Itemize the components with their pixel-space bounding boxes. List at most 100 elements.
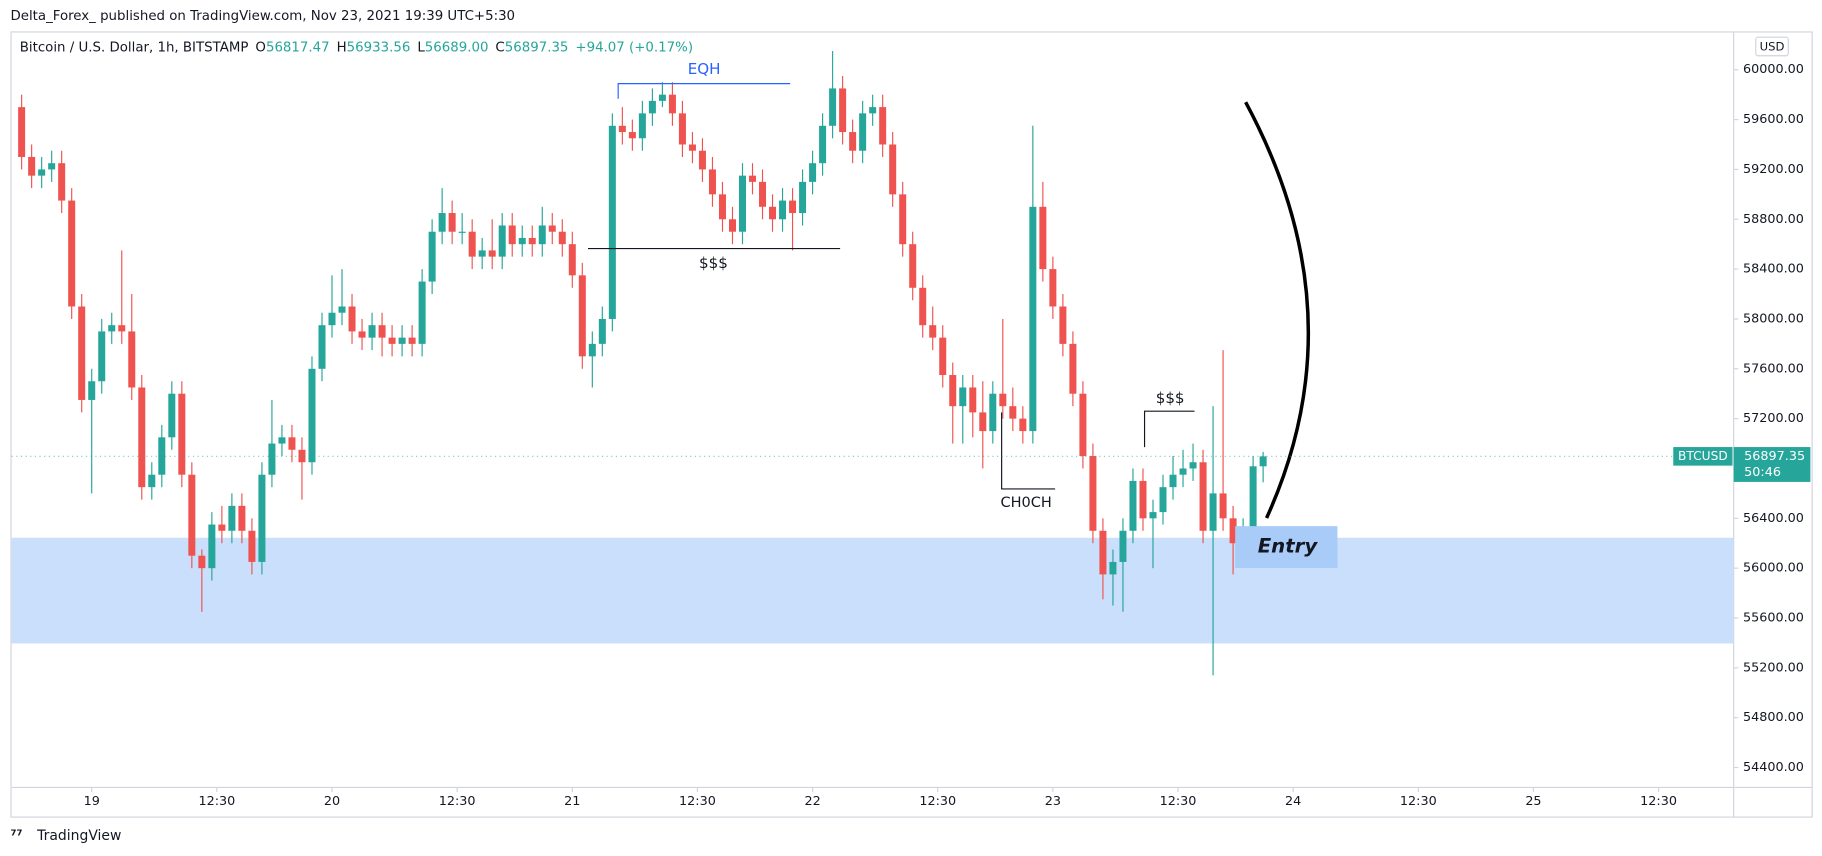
eqh-line bbox=[617, 83, 791, 99]
body bbox=[18, 107, 26, 157]
symbol-tag-label: BTCUSD bbox=[1678, 449, 1728, 463]
body bbox=[678, 113, 686, 145]
axes: 54400.00 54800.00 55200.00 55600.00 56000.00… bbox=[11, 62, 1811, 809]
price-tag-label: 56897.35 bbox=[1744, 449, 1805, 464]
body bbox=[528, 237, 536, 245]
l-label: L bbox=[417, 41, 425, 56]
body bbox=[498, 225, 506, 257]
body bbox=[628, 132, 636, 139]
choch-line bbox=[1001, 412, 1056, 490]
x-tick-label: 12:30 bbox=[1160, 794, 1197, 809]
body bbox=[899, 194, 907, 245]
body bbox=[298, 449, 306, 463]
body bbox=[448, 213, 456, 232]
body bbox=[1029, 206, 1037, 432]
symbol-tag bbox=[1673, 447, 1733, 466]
body bbox=[408, 337, 416, 344]
body bbox=[368, 325, 376, 338]
y-tick-label: 60000.00 bbox=[1743, 62, 1804, 77]
body bbox=[1089, 456, 1097, 531]
x-tick-label: 19 bbox=[84, 794, 100, 809]
eqh-label: EQH bbox=[688, 60, 721, 78]
y-tick-label: 56400.00 bbox=[1743, 511, 1804, 526]
entry-label: Entry bbox=[1258, 535, 1319, 558]
o-value: 56817.47 bbox=[266, 41, 330, 56]
body bbox=[769, 206, 777, 220]
body bbox=[268, 443, 276, 475]
body bbox=[218, 524, 226, 531]
body bbox=[1109, 561, 1117, 575]
l-value: 56689.00 bbox=[425, 41, 489, 56]
currency-box[interactable] bbox=[1755, 36, 1789, 57]
body bbox=[999, 393, 1007, 407]
x-tick-label: 12:30 bbox=[198, 794, 235, 809]
body bbox=[1229, 518, 1237, 544]
body bbox=[1049, 269, 1057, 307]
countdown-label: 50:46 bbox=[1744, 465, 1781, 480]
body bbox=[829, 88, 837, 126]
body bbox=[28, 156, 36, 176]
x-tick-label: 12:30 bbox=[679, 794, 716, 809]
candles bbox=[18, 51, 1267, 676]
body bbox=[308, 368, 316, 463]
body bbox=[438, 213, 446, 232]
body bbox=[1019, 418, 1027, 432]
body bbox=[108, 325, 116, 332]
body bbox=[989, 393, 997, 432]
change: +94.07 (+0.17%) bbox=[575, 41, 693, 56]
body bbox=[658, 94, 666, 101]
body bbox=[328, 312, 336, 326]
body bbox=[819, 125, 827, 164]
body bbox=[178, 393, 186, 475]
body bbox=[418, 281, 426, 344]
body bbox=[618, 125, 626, 133]
publisher: Delta_Forex_ published on TradingView.co… bbox=[10, 9, 515, 24]
body bbox=[488, 250, 496, 257]
body bbox=[849, 132, 857, 151]
h-label: H bbox=[337, 41, 347, 56]
legend: Bitcoin / U.S. Dollar, 1h, BITSTAMP O5681… bbox=[20, 41, 693, 56]
body bbox=[338, 306, 346, 313]
body bbox=[398, 337, 406, 344]
body bbox=[1249, 466, 1257, 531]
c-label: C bbox=[495, 41, 504, 56]
chart-frame bbox=[10, 31, 1813, 818]
body bbox=[68, 200, 76, 307]
body bbox=[228, 505, 236, 531]
entry-box bbox=[1235, 526, 1338, 568]
body bbox=[638, 113, 646, 139]
y-tick-label: 57600.00 bbox=[1743, 361, 1804, 376]
body bbox=[478, 250, 486, 257]
body bbox=[959, 387, 967, 407]
body bbox=[1209, 493, 1217, 531]
body bbox=[118, 325, 126, 332]
body bbox=[38, 169, 46, 176]
body bbox=[1139, 480, 1147, 519]
demand-zone bbox=[11, 537, 1734, 644]
choch-label: CH0CH bbox=[1000, 495, 1051, 511]
y-tick-label: 59600.00 bbox=[1743, 112, 1804, 127]
body bbox=[288, 437, 296, 450]
liquidity-line-2 bbox=[1143, 410, 1195, 448]
body bbox=[148, 474, 156, 488]
body bbox=[458, 231, 466, 233]
y-tick-label: 54400.00 bbox=[1743, 760, 1804, 775]
body bbox=[879, 107, 887, 145]
body bbox=[1099, 530, 1107, 575]
body bbox=[598, 318, 606, 344]
y-tick-label: 59200.00 bbox=[1743, 162, 1804, 177]
body bbox=[48, 163, 56, 170]
body bbox=[789, 200, 797, 214]
body bbox=[1069, 343, 1077, 394]
x-tick-label: 21 bbox=[564, 794, 580, 809]
body bbox=[1119, 530, 1127, 562]
x-tick-label: 25 bbox=[1525, 794, 1541, 809]
body bbox=[738, 175, 747, 232]
body bbox=[1169, 474, 1177, 488]
y-tick-label: 58000.00 bbox=[1743, 311, 1804, 326]
price-tag bbox=[1733, 447, 1811, 482]
x-tick-label: 12:30 bbox=[1400, 794, 1437, 809]
currency: USD bbox=[1760, 40, 1785, 54]
body bbox=[929, 325, 937, 338]
